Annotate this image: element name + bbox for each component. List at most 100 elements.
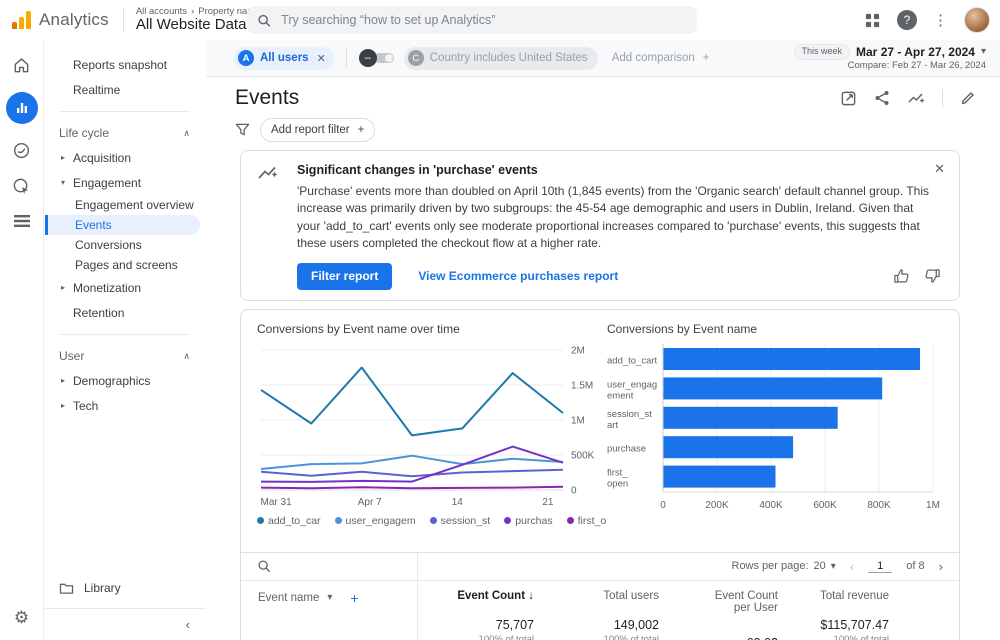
help-icon[interactable]: ? (897, 10, 917, 30)
divider (417, 552, 418, 640)
table-search-icon[interactable] (257, 559, 271, 573)
exclude-toggle[interactable]: – (358, 49, 394, 67)
bar-chart-plot[interactable]: 0 200K 400K 600K 800K 1M add_to_cart user_engag… (607, 340, 957, 516)
search-icon (258, 14, 271, 27)
page-number-input[interactable]: 1 (868, 560, 893, 573)
rows-per-page-select[interactable]: Rows per page: 20 ▾ (731, 560, 836, 573)
add-report-filter-button[interactable]: Add report filter + (260, 118, 376, 142)
svg-text:200K: 200K (705, 500, 729, 511)
insight-body: 'Purchase' events more than doubled on A… (297, 184, 929, 251)
svg-text:21: 21 (542, 497, 554, 508)
export-icon[interactable] (840, 90, 857, 107)
collapse-icon[interactable]: ∧ (183, 127, 190, 138)
admin-list-icon[interactable] (13, 213, 31, 229)
sidebar-collapse-icon[interactable]: ‹ (185, 617, 190, 632)
column-header-event-name[interactable]: Event name (258, 591, 320, 604)
sidebar-item-engagement[interactable]: ▾ Engagement (45, 170, 206, 195)
sidebar-item-events[interactable]: Events (45, 215, 200, 235)
sidebar-section-user[interactable]: User ∧ (59, 349, 190, 363)
breadcrumb-property[interactable]: Property name (198, 5, 261, 17)
svg-text:600K: 600K (813, 500, 837, 511)
thumbs-up-icon[interactable] (893, 268, 910, 284)
compare-range: Compare: Feb 27 - Mar 26, 2024 (847, 59, 986, 71)
global-search[interactable] (247, 6, 697, 34)
share-icon[interactable] (874, 90, 890, 106)
condition-initial: C (407, 50, 424, 66)
folder-icon (59, 583, 74, 594)
minus-icon: – (364, 52, 371, 64)
chevron-down-icon[interactable]: ▾ (327, 592, 333, 604)
gear-icon[interactable]: ⚙ (13, 608, 30, 627)
close-icon[interactable]: ✕ (934, 161, 945, 176)
column-header-event-count[interactable]: Event Count ↓ (457, 589, 534, 602)
total-revenue: $115,707.47 (820, 617, 889, 632)
breadcrumb[interactable]: All accounts (135, 5, 188, 17)
app-bar: Analytics All accounts › Property name A… (0, 0, 1000, 40)
more-menu-icon[interactable]: ⋮ (933, 12, 948, 29)
sidebar-item-library[interactable]: Library (45, 574, 206, 602)
next-page-icon[interactable]: › (938, 558, 943, 574)
view-ecommerce-report-link[interactable]: View Ecommerce purchases report (418, 269, 619, 284)
insights-icon[interactable] (907, 90, 925, 106)
account-switcher[interactable]: All accounts › Property name All Website… (135, 5, 261, 34)
reports-nav-icon[interactable] (5, 92, 38, 124)
analytics-logo-icon[interactable] (12, 11, 31, 29)
chevron-down-icon: ▾ (980, 45, 986, 57)
legend-item[interactable]: first_o (566, 515, 606, 527)
sidebar-item-conversions[interactable]: Conversions (75, 238, 142, 252)
svg-text:add_to_cart: add_to_cart (607, 355, 658, 366)
comparison-bar: A All users ✕ – C Country includes Unite… (206, 40, 1000, 77)
add-comparison-button[interactable]: Add comparison + (611, 52, 710, 64)
breadcrumb-sep-icon: › (191, 5, 195, 17)
date-range-value: Mar 27 - Apr 27, 2024 (856, 44, 975, 59)
legend-item[interactable]: purchas (504, 515, 553, 527)
collapse-icon[interactable]: ∧ (183, 350, 190, 361)
sidebar-item-monetization[interactable]: ▸ Monetization (45, 275, 206, 300)
caret-right-icon: ▸ (60, 283, 65, 292)
search-input[interactable] (281, 13, 687, 27)
sort-desc-icon: ↓ (528, 589, 534, 602)
column-header-total-revenue[interactable]: Total revenue (819, 589, 889, 602)
close-icon[interactable]: ✕ (316, 52, 326, 65)
apps-grid-icon[interactable] (864, 12, 881, 29)
sidebar-section-life-cycle[interactable]: Life cycle ∧ (59, 126, 190, 140)
legend-item[interactable]: session_st (429, 515, 490, 527)
caret-right-icon: ▸ (60, 401, 65, 410)
sidebar-item-pages-and-screens[interactable]: Pages and screens (75, 258, 178, 272)
account-name[interactable]: All Website Data (135, 15, 247, 33)
column-header-total-users[interactable]: Total users (603, 589, 659, 602)
report-card: Conversions by Event name over time 0 500… (240, 308, 960, 640)
all-users-chip[interactable]: A All users ✕ (234, 46, 334, 70)
svg-text:1.5M: 1.5M (571, 380, 593, 391)
plus-icon: + (357, 124, 365, 136)
sidebar-item-engagement-overview[interactable]: Engagement overview (75, 198, 194, 212)
sidebar-item-tech[interactable]: ▸ Tech (45, 393, 206, 418)
line-chart-plot[interactable]: 0 500K 1M 1.5M 2M Mar 31 Apr 7 14 21 (257, 340, 605, 510)
sidebar-item-realtime[interactable]: Realtime (73, 82, 121, 97)
svg-text:first_open: first_ open (607, 467, 628, 489)
sidebar-item-acquisition[interactable]: ▸ Acquisition (45, 145, 206, 170)
country-filter-chip[interactable]: C Country includes United States (403, 46, 598, 70)
sidebar-item-demographics[interactable]: ▸ Demographics (45, 368, 206, 393)
date-range-picker[interactable]: This week Mar 27 - Apr 27, 2024 ▾ Compar… (793, 44, 986, 71)
svg-text:400K: 400K (759, 500, 783, 511)
legend-item[interactable]: add_to_car (257, 515, 321, 527)
column-header-event-count-per-user[interactable]: Event Count per User (714, 589, 778, 614)
divider (122, 8, 124, 32)
total-users: 149,002 (613, 617, 659, 632)
insight-card: ✕ Significant changes in 'purchase' even… (240, 150, 960, 301)
edit-report-icon[interactable] (960, 90, 976, 106)
add-column-icon[interactable]: + (350, 589, 359, 606)
left-rail: ⚙ (0, 40, 44, 640)
prev-page-icon[interactable]: ‹ (849, 558, 855, 574)
thumbs-down-icon[interactable] (924, 268, 941, 284)
sidebar-item-retention[interactable]: Retention (73, 305, 125, 320)
filter-report-button[interactable]: Filter report (297, 262, 393, 290)
home-icon[interactable] (12, 56, 31, 75)
explore-icon[interactable] (12, 141, 31, 160)
advertising-icon[interactable] (12, 177, 31, 196)
total-event-count: 75,707 (495, 617, 534, 632)
sidebar-item-reports-snapshot[interactable]: Reports snapshot (73, 57, 168, 72)
legend-item[interactable]: user_engagem (334, 515, 416, 527)
avatar[interactable] (964, 7, 990, 33)
